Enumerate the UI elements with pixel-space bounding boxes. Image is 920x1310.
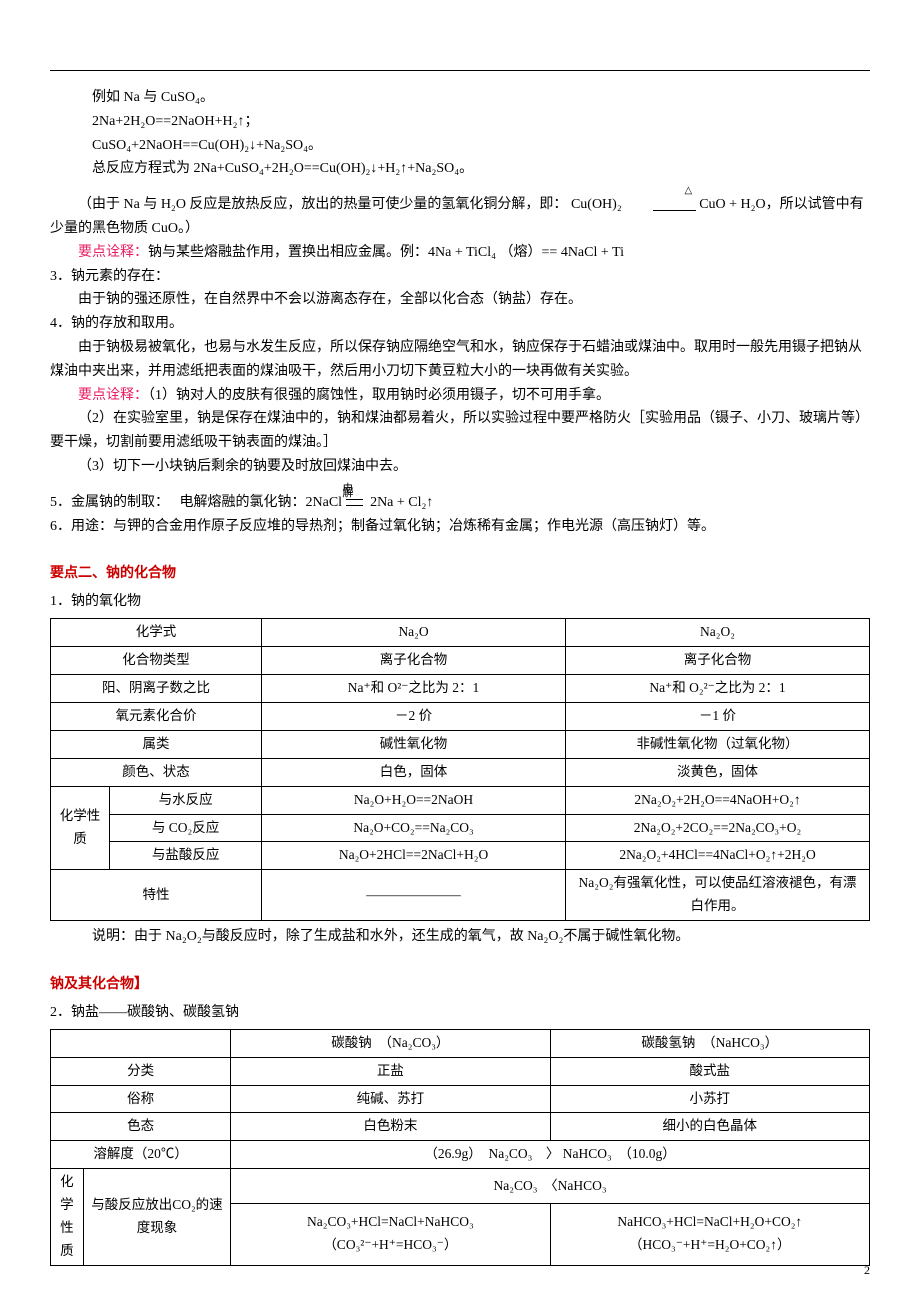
- page-number: 2: [864, 1260, 870, 1280]
- text: 5．金属钠的制取： 电解熔融的氯化钠：2NaCl 2Na + Cl₂↑: [50, 491, 870, 515]
- section-header: 要点二、钠的化合物: [50, 562, 870, 586]
- text: （3）切下一小块钠后剩余的钠要及时放回煤油中去。: [50, 455, 870, 479]
- text: 3．钠元素的存在：: [50, 265, 870, 289]
- text: 2．钠盐——碳酸钠、碳酸氢钠: [50, 1001, 870, 1025]
- text: 由于钠的强还原性，在自然界中不会以游离态存在，全部以化合态（钠盐）存在。: [50, 288, 870, 312]
- section-header: 钠及其化合物】: [50, 973, 870, 997]
- text: 4．钠的存放和取用。: [50, 312, 870, 336]
- text: 6．用途：与钾的合金用作原子反应堆的导热剂；制备过氧化钠；冶炼稀有金属；作电光源…: [50, 515, 870, 539]
- text: 说明：由于 Na₂O₂与酸反应时，除了生成盐和水外，还生成的氧气，故 Na₂O₂…: [50, 925, 870, 949]
- text: 1．钠的氧化物: [50, 590, 870, 614]
- text: 总反应方程式为 2Na+CuSO₄+2H₂O==Cu(OH)₂↓+H₂↑+Na₂…: [50, 157, 870, 181]
- text: 2Na+2H₂O==2NaOH+H₂↑；: [50, 110, 870, 134]
- text: 要点诠释：钠与某些熔融盐作用，置换出相应金属。例：4Na + TiCl₄ （熔）…: [50, 241, 870, 265]
- text: （由于 Na 与 H₂O 反应是放热反应，放出的热量可使少量的氢氧化铜分解，即：…: [50, 193, 870, 241]
- text: 由于钠极易被氧化，也易与水发生反应，所以保存钠应隔绝空气和水，钠应保存于石蜡油或…: [50, 336, 870, 384]
- text: 例如 Na 与 CuSO₄。: [50, 86, 870, 110]
- table-salts: 碳酸钠 （Na₂CO₃）碳酸氢钠 （NaHCO₃） 分类正盐酸式盐 俗称纯碱、苏…: [50, 1029, 870, 1266]
- table-oxides: 化学式Na₂ONa₂O₂ 化合物类型离子化合物离子化合物 阳、阴离子数之比Na⁺…: [50, 618, 870, 921]
- text: CuSO₄+2NaOH==Cu(OH)₂↓+Na₂SO₄。: [50, 134, 870, 158]
- text: （2）在实验室里，钠是保存在煤油中的，钠和煤油都易着火，所以实验过程中要严格防火…: [50, 407, 870, 455]
- text: 要点诠释：（1）钠对人的皮肤有很强的腐蚀性，取用钠时必须用镊子，切不可用手拿。: [50, 384, 870, 408]
